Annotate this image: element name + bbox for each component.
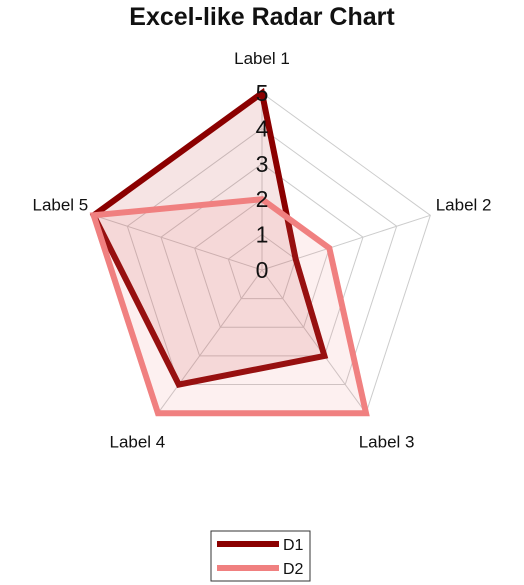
series-area-d2 [93, 199, 367, 414]
data-point-d1-4 [177, 383, 180, 386]
tick-label-2: 2 [256, 186, 269, 212]
category-labels: Label 1 Label 2 Label 3 Label 4 Label 5 [32, 49, 491, 452]
radar-series [89, 87, 370, 417]
category-label-2: Label 2 [436, 195, 492, 214]
data-point-d1-3 [323, 354, 326, 357]
data-point-d2-2 [328, 247, 331, 250]
tick-label-1: 1 [256, 222, 269, 248]
data-point-d1-1 [261, 92, 263, 94]
category-label-4: Label 4 [109, 433, 165, 452]
legend-frame [210, 530, 311, 582]
category-label-1: Label 1 [234, 49, 290, 68]
grid-ring-1 [227, 233, 297, 300]
grid-spoke-4 [157, 269, 263, 414]
grid-spoke-3 [261, 269, 367, 414]
series-line-d2 [89, 196, 370, 417]
legend-label-d2: D2 [283, 561, 304, 578]
tick-label-3: 3 [256, 151, 269, 177]
series-line-d1 [89, 87, 329, 388]
grid-spoke-2 [261, 214, 431, 271]
data-point-d2-5 [92, 214, 95, 217]
chart-title: Excel-like Radar Chart [129, 3, 395, 31]
data-point-d2-1 [261, 198, 263, 201]
category-label-3: Label 3 [359, 433, 415, 452]
series-area-d1 [93, 93, 325, 385]
tick-label-5: 5 [256, 80, 269, 106]
data-point-d2-3 [365, 412, 368, 415]
tick-label-4: 4 [256, 115, 269, 141]
radial-tick-labels: 0 1 2 3 4 5 [256, 80, 269, 283]
category-label-5: Label 5 [32, 195, 88, 214]
grid-ring-3 [160, 163, 364, 357]
legend-label-d1: D1 [283, 537, 304, 554]
data-point-d2-4 [156, 412, 159, 415]
tick-label-0: 0 [256, 257, 269, 283]
data-point-d1-2 [294, 258, 297, 261]
grid-spoke-5 [93, 214, 263, 271]
